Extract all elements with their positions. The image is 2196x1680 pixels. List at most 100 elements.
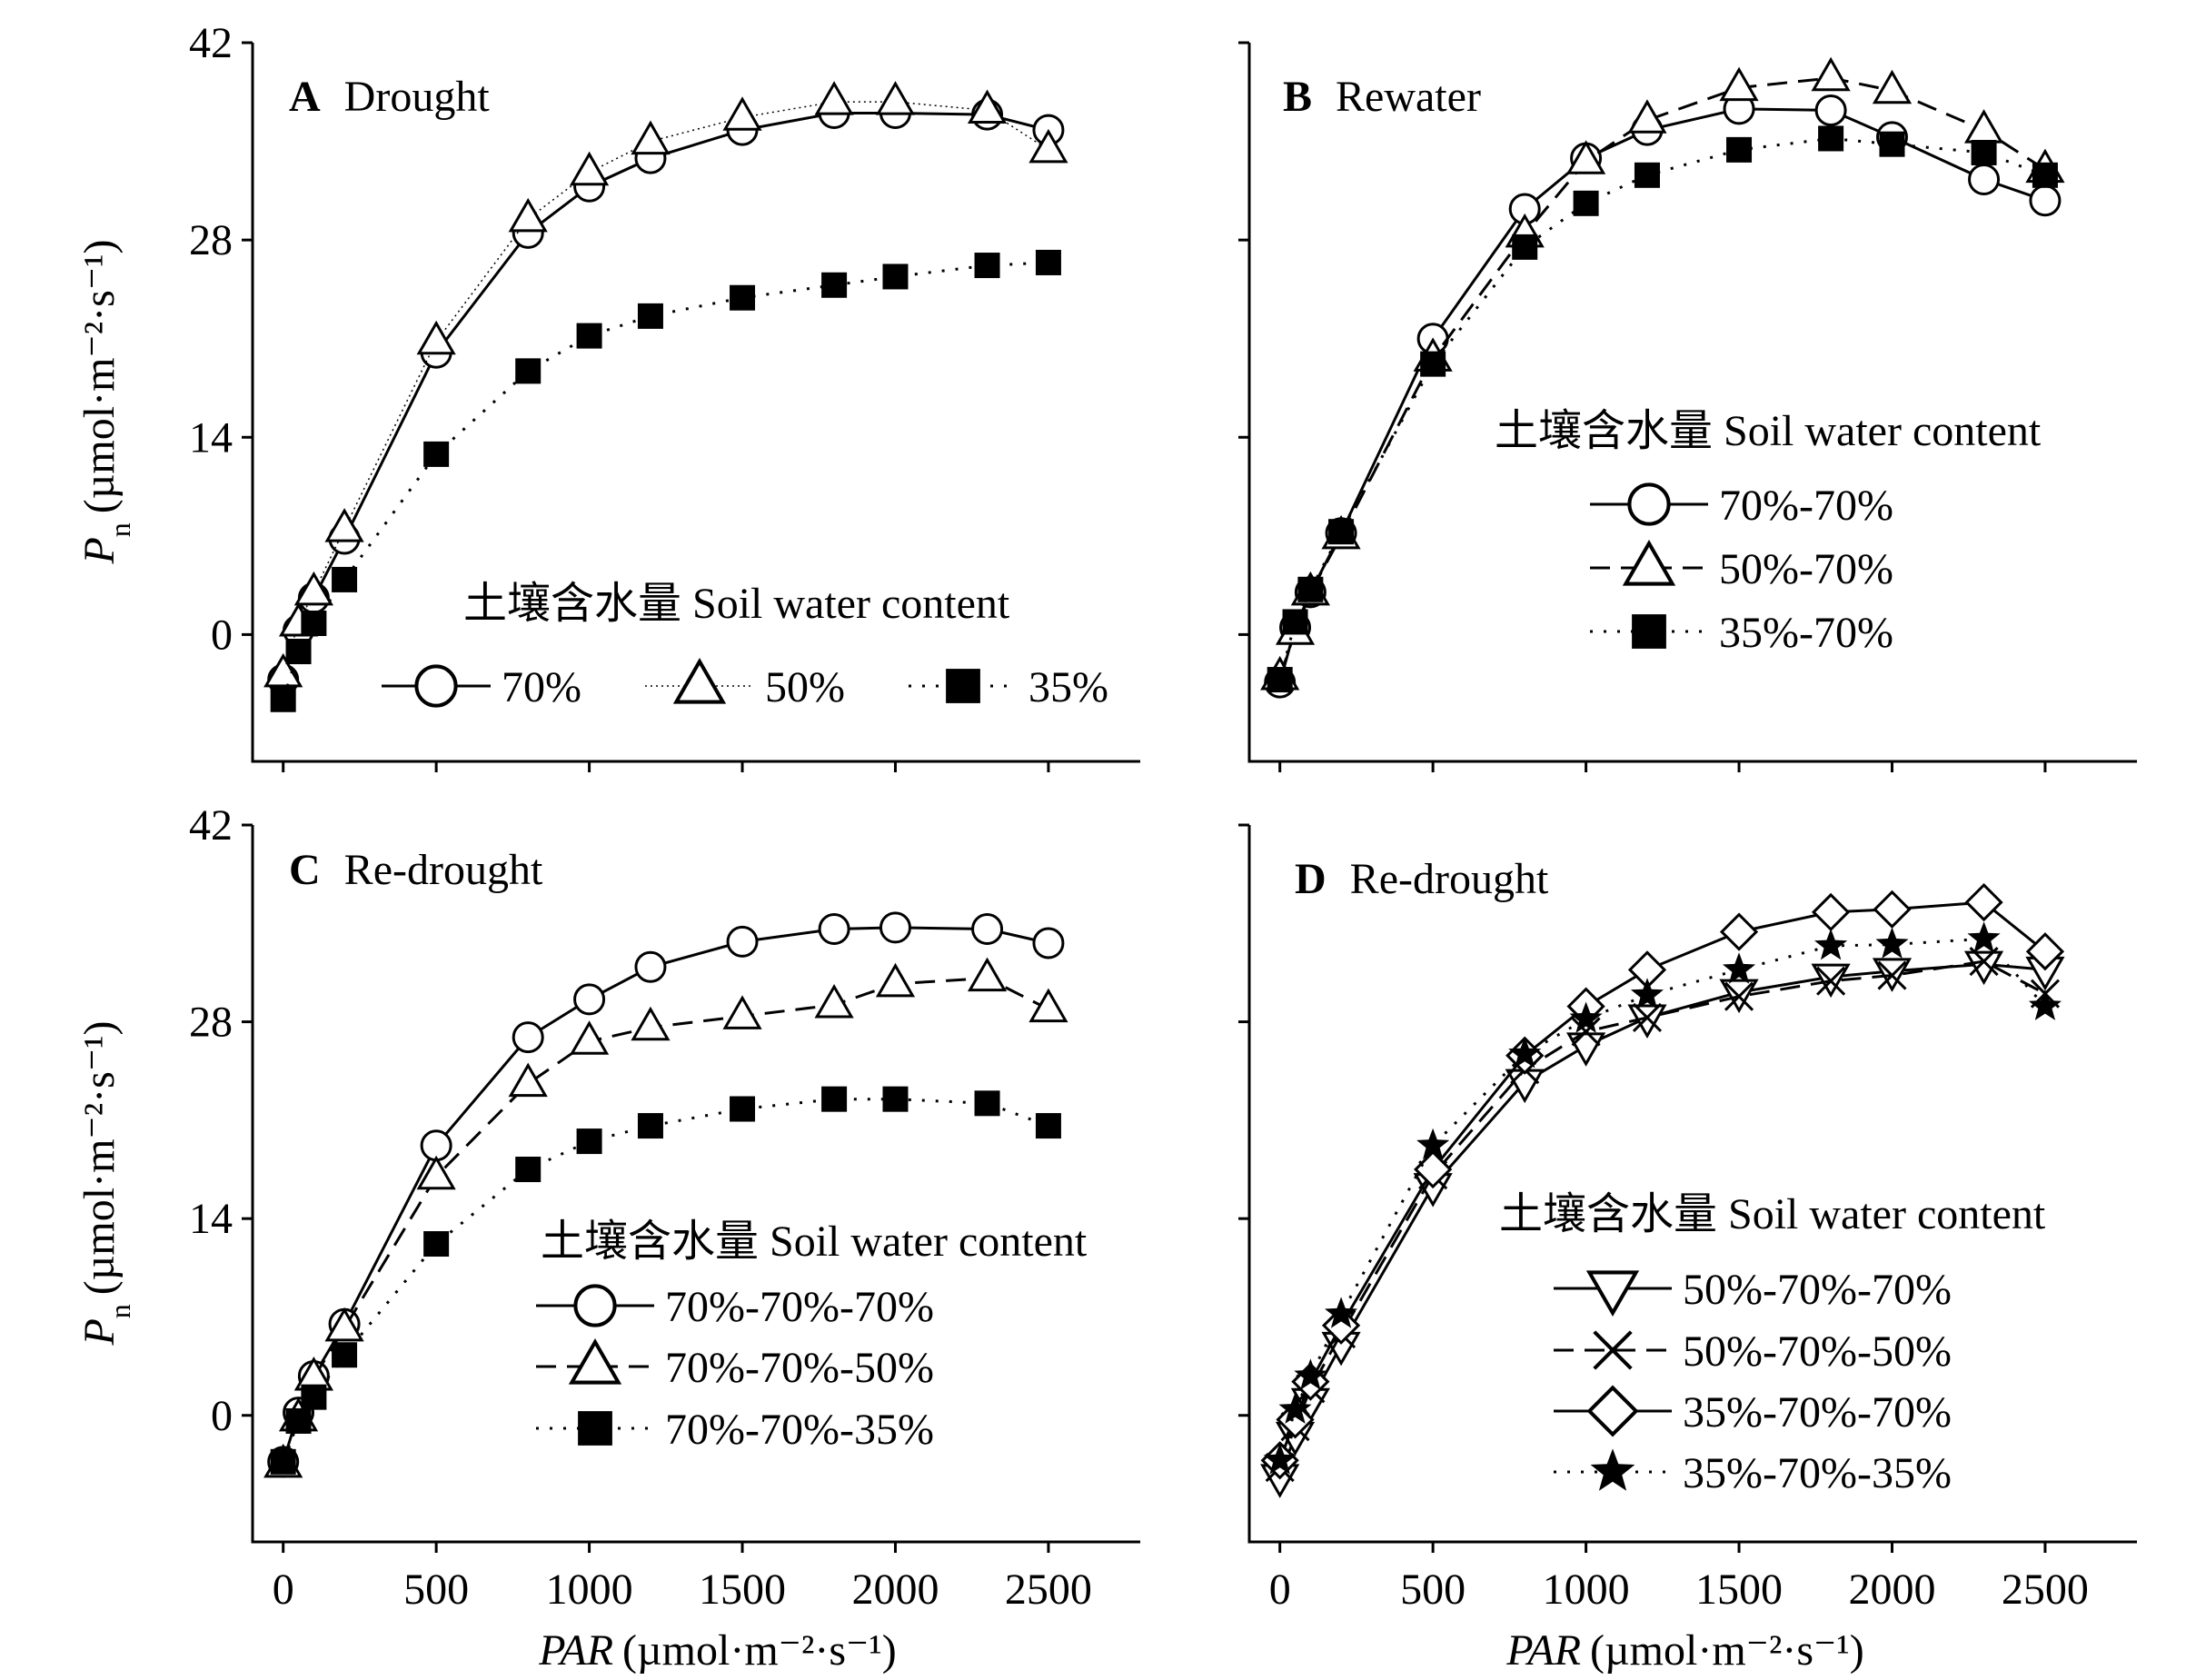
data-point	[1873, 890, 1912, 929]
data-point	[1630, 978, 1664, 1009]
panel-letter: D	[1295, 855, 1327, 903]
axes-frame	[1247, 825, 2137, 1544]
legend: 土壤含水量 Soil water content 70%-70%-70% 70%-7…	[536, 1218, 1088, 1454]
data-point	[1723, 952, 1756, 984]
data-point	[730, 284, 756, 311]
panel-title: B Rewater	[1283, 73, 1481, 121]
data-point	[1565, 140, 1606, 174]
series-line	[1278, 900, 2046, 1461]
legend-marker	[1585, 1270, 1640, 1317]
data-point	[1512, 234, 1538, 260]
data-point	[416, 320, 456, 355]
data-point	[508, 1062, 548, 1098]
y-axis-title: Pn (µmol·m⁻²·s⁻¹)	[75, 239, 136, 564]
data-point	[974, 253, 1000, 279]
data-point	[631, 1006, 671, 1041]
x-tick-label: 1000	[546, 1566, 633, 1614]
x-tick-label: 2000	[851, 1566, 939, 1614]
series-50%-70%	[1260, 56, 2065, 691]
data-point	[2025, 932, 2065, 971]
data-point	[1032, 927, 1065, 959]
data-point	[821, 272, 848, 298]
data-point	[814, 984, 854, 1019]
panel-title-text: Rewater	[1336, 73, 1481, 121]
data-point	[722, 995, 762, 1029]
data-point	[1814, 929, 1848, 960]
y-tick-label: 28	[189, 216, 233, 264]
legend-label: 35%-70%	[1719, 609, 1893, 657]
series-line	[1278, 76, 2046, 678]
legend-marker	[1590, 1448, 1635, 1491]
panel-title: C Re-drought	[289, 846, 543, 894]
legend-label: 35%-70%-70%	[1683, 1388, 1952, 1436]
data-point	[1726, 136, 1753, 163]
legend-label: 50%	[765, 663, 845, 711]
data-point	[1968, 163, 2001, 195]
data-point	[573, 983, 606, 1016]
data-point	[1634, 162, 1660, 188]
axes-frame	[1247, 43, 2137, 763]
data-point	[1719, 912, 1759, 951]
x-tick-label: 2000	[1848, 1566, 1935, 1614]
data-point	[1632, 1002, 1663, 1033]
x-tick-label: 2500	[1005, 1566, 1092, 1614]
legend-marker	[672, 657, 727, 704]
panel-title: A Drought	[289, 73, 490, 121]
legend-label: 50%-70%	[1719, 545, 1893, 593]
data-point	[270, 686, 296, 712]
series-70%-70%-50%	[263, 957, 1068, 1478]
data-point	[818, 912, 850, 945]
data-point	[1276, 1400, 1315, 1439]
data-point	[1414, 1149, 1453, 1189]
data-point	[637, 1113, 663, 1139]
data-point	[1875, 927, 1909, 959]
legend: 土壤含水量 Soil water content 50%-70%-70% 50%-7…	[1499, 1190, 2046, 1497]
legend-marker	[1593, 1330, 1633, 1370]
x-axis-title: PAR (µmol·m⁻²·s⁻¹)	[1505, 1626, 1864, 1675]
data-point	[1028, 128, 1068, 164]
legend-title: 土壤含水量 Soil water content	[541, 1218, 1088, 1266]
data-point	[1967, 921, 2001, 953]
panel-c: 0 14 28 42 0 500 1000 1500 2000 2500 C Re-drought 土壤…	[189, 801, 1140, 1614]
data-point	[1724, 981, 1754, 1011]
series-70%-70%-35%	[270, 1086, 1061, 1475]
legend-label: 50%-70%-50%	[1683, 1327, 1952, 1376]
legend-label: 35%-70%-35%	[1683, 1449, 1952, 1497]
data-point	[285, 639, 312, 665]
data-point	[1872, 69, 1913, 104]
data-point	[1035, 1113, 1061, 1139]
series-line	[1278, 107, 2046, 683]
data-point	[814, 81, 854, 115]
data-point	[1028, 988, 1068, 1023]
y-tick-label: 42	[189, 801, 233, 850]
data-point	[569, 151, 610, 186]
legend-marker	[946, 669, 980, 703]
data-point	[1282, 609, 1308, 635]
data-point	[631, 120, 671, 155]
data-point	[1969, 946, 1999, 977]
legend-title: 土壤含水量 Soil water content	[463, 580, 1010, 628]
data-point	[821, 1086, 848, 1112]
data-point	[967, 89, 1008, 124]
x-tick-label: 0	[1269, 1566, 1291, 1614]
series-35%	[270, 249, 1061, 712]
legend-marker	[1622, 539, 1676, 586]
legend-marker	[1632, 614, 1666, 649]
y-axis-title-unit: (µmol·m⁻²·s⁻¹)	[75, 239, 124, 513]
y-tick-label: 42	[189, 19, 233, 67]
data-point	[2028, 989, 2062, 1020]
data-point	[1297, 576, 1324, 602]
data-point	[1035, 249, 1061, 275]
data-point	[576, 1128, 602, 1155]
panel-title-text: Re-drought	[1350, 855, 1549, 903]
legend-label: 70%-70%-50%	[665, 1344, 934, 1392]
legend-title: 土壤含水量 Soil water content	[1495, 407, 2042, 455]
data-point	[270, 1448, 296, 1475]
y-axis-title-subscript: n	[104, 522, 136, 537]
data-point	[730, 1096, 756, 1122]
legend-marker	[1586, 1385, 1639, 1437]
panel-a: 0 14 28 42 A Drought 土壤含水量 Soil water content 7…	[189, 19, 1140, 772]
data-point	[576, 323, 602, 349]
data-point	[882, 1086, 909, 1112]
y-tick-label: 0	[211, 611, 233, 659]
